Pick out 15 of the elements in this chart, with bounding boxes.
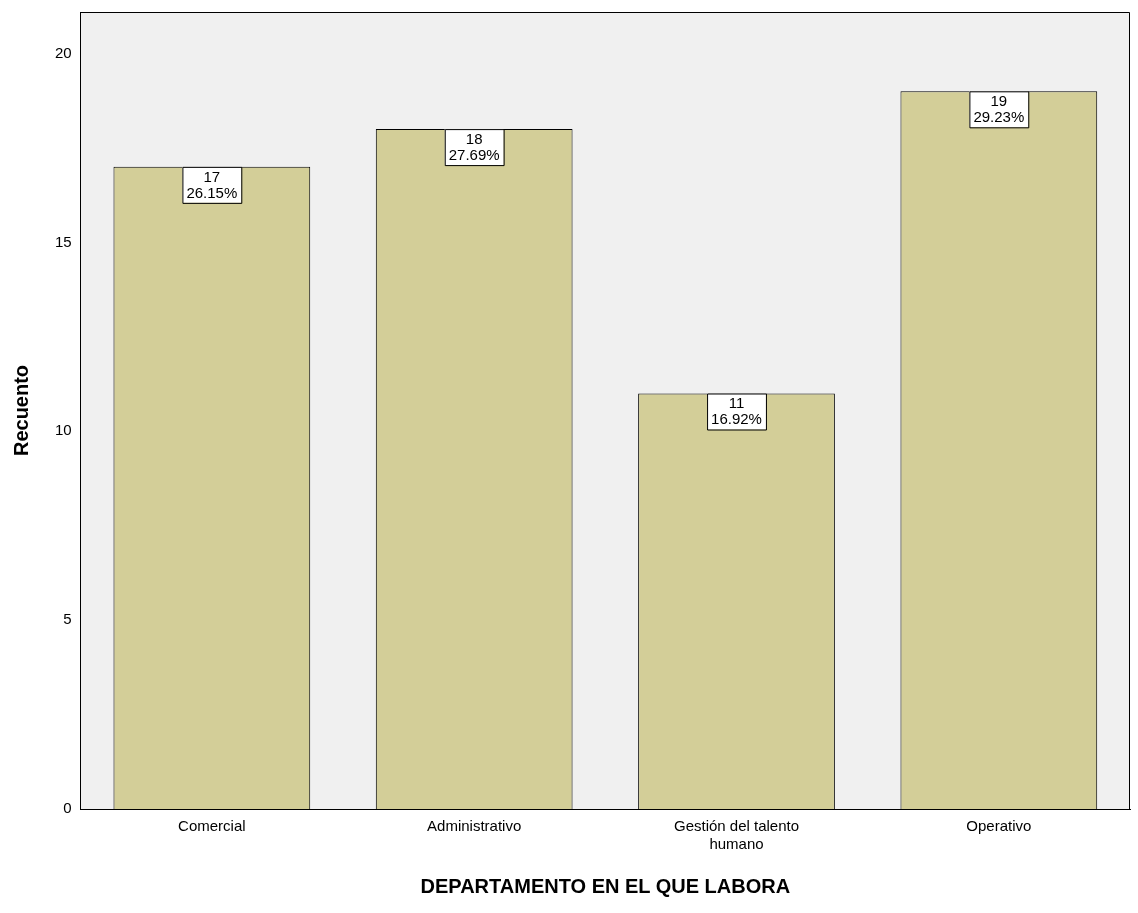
x-tick-label: Comercial	[178, 817, 246, 835]
x-tick-label: Administrativo	[427, 817, 522, 835]
y-tick-label: 15	[55, 232, 72, 250]
x-tick-label: Operativo	[966, 817, 1032, 835]
y-tick-label: 5	[63, 610, 72, 628]
data-label: 17 26.15%	[186, 167, 238, 201]
y-tick-label: 10	[55, 421, 72, 439]
x-tick-label: Gestión del talento humano	[673, 817, 800, 853]
y-tick-label: 20	[55, 43, 72, 61]
x-axis-title: DEPARTAMENTO EN EL QUE LABORA	[420, 874, 791, 897]
data-label: 19 29.23%	[973, 91, 1025, 125]
y-axis-title: Recuento	[9, 364, 32, 457]
data-label: 11 16.92%	[711, 394, 762, 428]
y-tick-label: 0	[63, 799, 72, 817]
data-label: 18 27.69%	[448, 129, 500, 163]
